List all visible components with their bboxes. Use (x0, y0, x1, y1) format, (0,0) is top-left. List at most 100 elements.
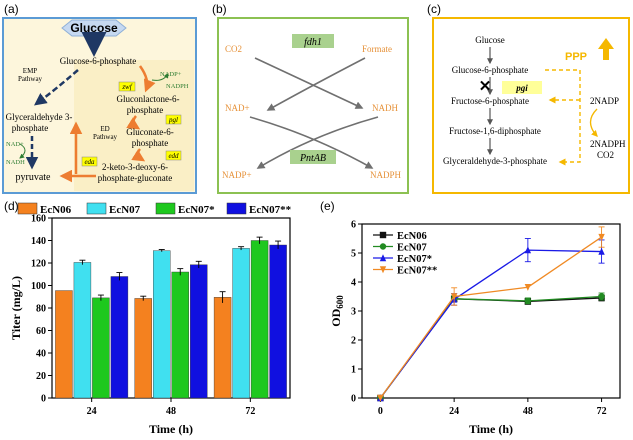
y-tick-label: 6 (351, 220, 356, 231)
series-line (379, 249, 602, 399)
gluconate-label-1: Gluconate-6- (126, 127, 173, 137)
ppp-to-g3p-arrow (545, 69, 581, 166)
ed-label-2: Pathway (93, 133, 118, 141)
y-tick-label: 100 (31, 281, 46, 292)
zwf-gene-box (118, 81, 136, 92)
y-tick-label: 20 (36, 371, 46, 382)
legend-label: EcN07* (397, 254, 432, 265)
panel-c: (c) Glucose Glucose-6-phosphate ✕ pgi Fr… (427, 2, 630, 194)
formate-label: Formate (362, 44, 392, 54)
gluconate-to-kdpg-arrow (131, 148, 146, 162)
x-tick-label: 48 (166, 406, 176, 417)
data-point (450, 293, 458, 301)
edd-gene-box (165, 150, 182, 161)
pgl-gene-box (165, 114, 182, 125)
nadh-label: NADH (6, 159, 25, 166)
nad-plus-label: NAD+ (6, 141, 24, 148)
legend-label: EcN07* (178, 204, 215, 216)
data-point (598, 293, 605, 300)
legend-swatch (17, 202, 38, 215)
y-tick-label: 80 (36, 304, 46, 315)
y-tick-label: 40 (36, 349, 46, 360)
x-tick-label: 24 (87, 406, 97, 417)
y-axis-title: OD600 (329, 295, 345, 327)
panel-a: (a) Glucose Glucose-6-phosphate EMP Path… (2, 2, 197, 194)
nadp-reduction-arrow (589, 108, 598, 137)
gluconolactone-label-1: Gluconlactone-6- (117, 94, 180, 104)
nad-to-nadph-arrow (249, 116, 374, 169)
legend-label: EcN06 (397, 231, 427, 242)
emp-label-1: EMP (23, 67, 38, 75)
pntab-gene-box (290, 150, 336, 164)
panel-d-label: (d) (4, 199, 19, 213)
nad-plus-label-b: NAD+ (225, 103, 250, 113)
y-tick-label: 3 (351, 307, 356, 318)
data-point (379, 266, 387, 274)
nadh-label-b: NADH (372, 103, 398, 113)
y-tick-label: 5 (351, 249, 356, 260)
panel-b-label: (b) (212, 2, 227, 16)
g3p-label-1: Glyceraldehyde 3- (6, 112, 73, 122)
data-point (377, 394, 384, 402)
bar (55, 290, 73, 399)
g3p-label-c: Glyceraldehyde-3-phosphate (443, 156, 547, 166)
x-axis-title: Time (h) (469, 422, 513, 436)
f6p-label: Fructose-6-phosphate (451, 96, 529, 106)
y-tick-label: 160 (31, 214, 46, 225)
co2-label-c: CO2 (597, 150, 614, 160)
pgi-gene-label: pgi (515, 83, 528, 93)
data-point (379, 231, 387, 239)
nad-to-nadh-arrow (254, 57, 364, 109)
x-tick-label: 72 (597, 406, 607, 417)
data-point (379, 254, 387, 262)
pgi-knockout-cross-icon: ✕ (479, 78, 492, 95)
eda-gene-box (81, 156, 98, 167)
bar (213, 297, 232, 399)
two-nadph-label: 2NADPH (590, 139, 626, 149)
titer-bar-chart: 0 20 40 60 80 100 120 140 160 24 48 72 Time (h) Titer… (9, 214, 291, 436)
ppp-label: PPP (565, 51, 587, 63)
pyruvate-label: pyruvate (16, 172, 52, 183)
y-tick-label: 60 (36, 326, 46, 337)
legend-label: EcN07** (397, 266, 437, 277)
x-tick-label: 48 (523, 406, 533, 417)
nadp-plus-label-b: NADP+ (222, 170, 252, 180)
bar (250, 240, 269, 399)
data-point (524, 246, 532, 254)
legend-swatch (226, 202, 247, 215)
g6p-label-c: Glucose-6-phosphate (452, 65, 528, 75)
panel-a-label: (a) (4, 2, 19, 16)
y-tick-label: 4 (351, 278, 356, 289)
nadph-label-b: NADPH (370, 170, 402, 180)
emp-arrow (33, 69, 79, 106)
g6p-to-gluconolactone-arrow (138, 65, 156, 93)
panel-e: (e) 0 1 2 3 4 5 6 0 24 48 72 EcN06EcN07EcN07*EcN07*… (320, 199, 621, 436)
nad-cofactor-arrow (19, 143, 26, 159)
panel-d: (d) EcN06 EcN07 EcN07* EcN07** 0 20 40 60 80 100… (4, 199, 292, 436)
bar (110, 276, 129, 399)
panel-c-frame (432, 17, 630, 194)
legend-label: EcN06 (40, 204, 72, 216)
series-line (379, 297, 602, 399)
panel-b: (b) fdh1 CO2 Formate NAD+ NADH PntAB NAD… (212, 2, 409, 194)
data-point (524, 297, 532, 305)
bar (190, 264, 208, 399)
panel-c-label: (c) (427, 2, 441, 16)
legend-swatch (155, 202, 176, 215)
ppp-increase-arrow-icon (598, 38, 614, 60)
x-axis-title: Time (h) (149, 422, 193, 436)
f16dp-label: Fructose-1,6-diphosphate (449, 126, 541, 136)
y-tick-label: 140 (31, 236, 46, 247)
y-axis-title: Titer (mg/L) (9, 276, 23, 340)
glucose-label: Glucose (70, 21, 118, 35)
g3p-label-2: phosphate (12, 123, 49, 133)
bar (232, 248, 250, 399)
data-point (598, 233, 605, 241)
bar (92, 297, 110, 399)
y-tick-label: 0 (351, 394, 356, 405)
eda-gene-label: eda (84, 158, 95, 166)
data-point (598, 247, 605, 255)
y-tick-label: 120 (31, 259, 46, 270)
y-tick-label: 2 (351, 336, 356, 347)
